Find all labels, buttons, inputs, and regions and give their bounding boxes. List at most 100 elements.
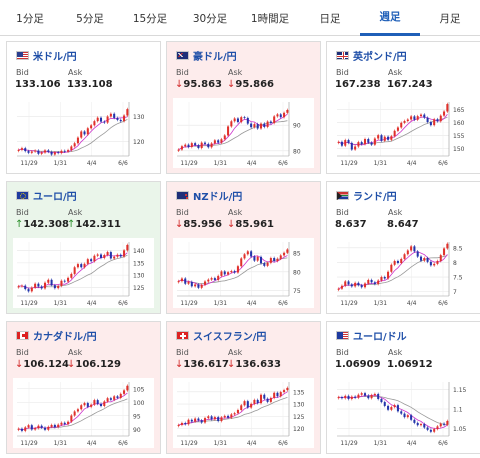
euus-flag	[336, 330, 349, 340]
candle-body	[47, 150, 50, 152]
candle-body	[190, 281, 193, 287]
candle-body	[340, 285, 343, 289]
candle-body	[53, 424, 56, 428]
weekly-chart[interactable]: 120 125 130 135 11/29 1/31 4/4 6/6	[173, 378, 314, 448]
candle-body	[184, 422, 187, 425]
tab-5[interactable]: 日足	[319, 12, 341, 25]
ask-arrow: ↓	[67, 359, 76, 370]
weekly-chart[interactable]: 120 130 11/29 1/31 4/4 6/6	[13, 98, 154, 168]
bid-arrow: ↓	[175, 359, 184, 370]
tab-6[interactable]: 週足	[360, 0, 420, 36]
rate-card[interactable]: ユーロ/円 Bid Ask ↑142.308 ↑142.311 125 130 135 140 1…	[6, 181, 161, 314]
tab-1[interactable]: 5分足	[76, 12, 104, 25]
rate-card[interactable]: ランド/円 Bid Ask 8.637 8.647 7 7.5 8 8.5 11/29 1/31 4/…	[326, 181, 480, 314]
bid-value: 133.106	[15, 79, 61, 90]
candle-body	[273, 258, 276, 261]
rate-card[interactable]: 豪ドル/円 Bid Ask ↓95.863 ↓95.866 80 90 11/29 1/31 4/…	[166, 41, 321, 174]
pair-name: 豪ドル/円	[193, 51, 237, 63]
candle-body	[177, 424, 180, 427]
rate-card[interactable]: スイスフラン/円 Bid Ask ↓136.617 ↓136.633 120 125 130 1…	[166, 321, 321, 454]
candle-body	[73, 411, 76, 416]
candle-body	[34, 150, 37, 152]
bid-price: 142.308	[23, 219, 69, 230]
candle-body	[109, 113, 112, 117]
weekly-chart[interactable]: 150 155 160 165 11/29 1/31 4/4 6/6	[333, 98, 474, 168]
y-tick-label: 90	[133, 427, 141, 434]
pair-link[interactable]: スイスフラン/円	[176, 328, 266, 343]
candle-body	[116, 254, 119, 257]
candle-body	[266, 121, 269, 127]
pair-link[interactable]: ランド/円	[336, 188, 397, 203]
candle-body	[109, 252, 112, 259]
candle-body	[363, 393, 367, 396]
candle-body	[443, 423, 446, 425]
candle-body	[269, 258, 272, 263]
candle-body	[60, 280, 63, 286]
weekly-chart[interactable]: 90 95 100 105 11/29 1/31 4/4 6/6	[13, 378, 154, 448]
candle-body	[377, 393, 380, 399]
candle-body	[109, 398, 112, 400]
candlestick-chart: 1.05 1.1 1.15 11/29 1/31 4/4 6/6	[337, 382, 467, 447]
candle-body	[286, 109, 289, 113]
candle-body	[50, 424, 53, 427]
y-tick-label: 75	[293, 288, 301, 295]
tab-7[interactable]: 月足	[439, 12, 461, 25]
pair-link[interactable]: 英ポンド/円	[336, 48, 407, 63]
candle-body	[67, 277, 70, 282]
pair-link[interactable]: 米ドル/円	[16, 48, 77, 63]
tab-4[interactable]: 1時間足	[250, 12, 290, 25]
candle-body	[200, 284, 203, 288]
rate-card[interactable]: NZドル/円 Bid Ask ↓85.956 ↓85.961 75 80 85 11/29 1/3…	[166, 181, 321, 314]
rate-card[interactable]: ユーロ/ドル Bid Ask 1.06909 1.06912 1.05 1.1 1.15 11/…	[326, 321, 480, 454]
weekly-chart[interactable]: 7 7.5 8 8.5 11/29 1/31 4/4 6/6	[333, 238, 474, 308]
y-tick-label: 125	[293, 414, 305, 421]
bid-arrow: ↓	[15, 359, 24, 370]
candle-body	[253, 399, 256, 404]
candle-body	[40, 425, 43, 428]
candle-body	[93, 255, 96, 262]
ask-arrow: ↓	[227, 219, 236, 230]
pair-link[interactable]: ユーロ/円	[16, 188, 77, 203]
candle-body	[266, 262, 269, 266]
y-tick-label: 160	[453, 120, 465, 127]
candle-body	[350, 284, 353, 287]
candle-body	[126, 109, 129, 116]
pair-name: ランド/円	[353, 191, 397, 203]
y-tick-label: 105	[133, 386, 145, 393]
candle-body	[433, 119, 436, 126]
bid-price: 85.956	[183, 219, 222, 230]
candle-body	[354, 146, 357, 150]
weekly-chart[interactable]: 125 130 135 140 11/29 1/31 4/4 6/6	[13, 238, 154, 308]
weekly-chart[interactable]: 80 90 11/29 1/31 4/4 6/6	[173, 98, 314, 168]
candle-body	[207, 143, 210, 148]
candle-body	[373, 282, 376, 285]
y-tick-label: 130	[133, 114, 145, 121]
candlestick-chart: 125 130 135 140 11/29 1/31 4/4 6/6	[17, 242, 145, 307]
pair-link[interactable]: カナダドル/円	[16, 328, 97, 343]
tab-2[interactable]: 15分足	[132, 12, 168, 25]
candle-body	[363, 139, 367, 145]
pair-link[interactable]: ユーロ/ドル	[336, 328, 407, 343]
tab-0[interactable]: 1分足	[16, 12, 44, 25]
pair-name: カナダドル/円	[33, 331, 97, 343]
candle-body	[227, 126, 230, 136]
y-tick-label: 90	[293, 123, 301, 130]
rate-card[interactable]: 英ポンド/円 Bid Ask 167.238 167.243 150 155 160 165 11…	[326, 41, 480, 174]
pair-link[interactable]: NZドル/円	[176, 188, 242, 203]
candle-body	[190, 419, 193, 422]
candle-body	[406, 250, 409, 255]
x-tick-label: 1/31	[374, 440, 388, 447]
candle-body	[73, 267, 76, 274]
candle-body	[337, 397, 340, 399]
rate-card[interactable]: カナダドル/円 Bid Ask ↓106.124 ↓106.129 90 95 100 105 1…	[6, 321, 161, 454]
uk-flag	[336, 50, 349, 60]
pair-link[interactable]: 豪ドル/円	[176, 48, 237, 63]
candle-body	[210, 143, 213, 148]
weekly-chart[interactable]: 75 80 85 11/29 1/31 4/4 6/6	[173, 238, 314, 308]
rate-card[interactable]: 米ドル/円 Bid Ask 133.106 133.108 120 130 11/29 1/31…	[6, 41, 161, 174]
tab-3[interactable]: 30分足	[192, 12, 228, 25]
candle-body	[17, 149, 20, 151]
bid-label: Bid	[16, 208, 29, 217]
candle-body	[283, 112, 286, 118]
weekly-chart[interactable]: 1.05 1.1 1.15 11/29 1/31 4/4 6/6	[333, 378, 474, 448]
